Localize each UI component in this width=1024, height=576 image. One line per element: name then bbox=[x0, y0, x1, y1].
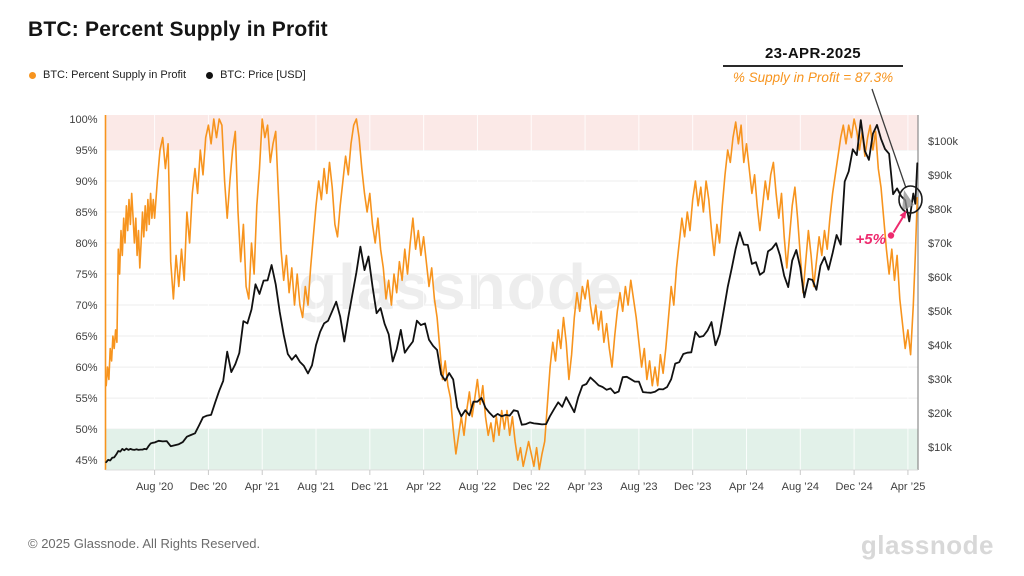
y-left-tick-label: 65% bbox=[75, 331, 97, 343]
change-arrow-shaft bbox=[892, 216, 904, 234]
y-left-tick-label: 85% bbox=[75, 207, 97, 219]
annotation-date: 23-APR-2025 bbox=[723, 45, 903, 67]
orange-dot-icon bbox=[29, 71, 36, 79]
copyright-text: © 2025 Glassnode. All Rights Reserved. bbox=[28, 536, 261, 551]
endpoint-circle-icon bbox=[898, 185, 923, 214]
x-tick-label: Aug ’24 bbox=[782, 481, 819, 493]
y-left-tick-label: 70% bbox=[75, 300, 97, 312]
change-dot-icon bbox=[887, 232, 895, 239]
x-tick-label: Aug ’20 bbox=[136, 481, 173, 493]
y-left-tick-label: 55% bbox=[75, 393, 97, 405]
x-tick-label: Apr ’22 bbox=[406, 481, 441, 493]
y-right-tick-label: $90k bbox=[928, 170, 952, 182]
y-right-tick-label: $60k bbox=[928, 272, 952, 284]
y-left-tick-label: 100% bbox=[69, 114, 97, 126]
change-arrow-head-icon bbox=[899, 210, 907, 219]
x-tick-label: Dec ’21 bbox=[351, 481, 388, 493]
y-left-tick-label: 90% bbox=[75, 176, 97, 188]
annotation-callout: 23-APR-2025 % Supply in Profit = 87.3% bbox=[723, 45, 903, 85]
y-right-tick-label: $50k bbox=[928, 306, 952, 318]
y-left-tick-label: 45% bbox=[75, 455, 97, 467]
brand-logo: glassnode bbox=[860, 530, 994, 560]
legend-item-supply[interactable]: BTC: Percent Supply in Profit bbox=[29, 69, 186, 81]
y-right-tick-label: $80k bbox=[928, 204, 952, 216]
y-left-tick-label: 60% bbox=[75, 362, 97, 374]
x-tick-label: Apr ’25 bbox=[890, 481, 925, 493]
x-tick-label: Dec ’24 bbox=[835, 481, 872, 493]
legend-label-supply: BTC: Percent Supply in Profit bbox=[43, 69, 187, 81]
page-title: BTC: Percent Supply in Profit bbox=[28, 18, 328, 41]
x-tick-label: Apr ’21 bbox=[245, 481, 280, 493]
x-tick-label: Apr ’23 bbox=[568, 481, 603, 493]
x-tick-label: Aug ’22 bbox=[459, 481, 496, 493]
annotation-subtitle: % Supply in Profit = 87.3% bbox=[732, 70, 894, 85]
y-left-tick-label: 80% bbox=[75, 238, 97, 250]
change-label: +5% bbox=[856, 231, 886, 248]
annotation-graphics: +5% bbox=[856, 88, 923, 248]
band-low-profit-zone bbox=[105, 429, 918, 470]
band-high-profit-zone bbox=[105, 115, 918, 151]
black-dot-icon bbox=[206, 71, 214, 79]
y-right-tick-label: $40k bbox=[928, 340, 952, 352]
y-right-tick-label: $20k bbox=[928, 408, 952, 420]
y-right-tick-label: $70k bbox=[928, 238, 952, 250]
series-price-line bbox=[105, 119, 919, 464]
legend: BTC: Percent Supply in Profit BTC: Price… bbox=[29, 69, 306, 81]
legend-item-price[interactable]: BTC: Price [USD] bbox=[206, 69, 306, 81]
y-left-tick-label: 95% bbox=[75, 145, 97, 157]
annotation-pointer-line bbox=[871, 88, 907, 189]
series-supply-line bbox=[105, 118, 919, 471]
x-tick-label: Dec ’23 bbox=[674, 481, 711, 493]
y-right-tick-label: $100k bbox=[928, 136, 958, 148]
x-tick-label: Dec ’22 bbox=[513, 481, 550, 493]
x-tick-label: Aug ’23 bbox=[620, 481, 657, 493]
x-tick-label: Apr ’24 bbox=[729, 481, 764, 493]
y-right-tick-label: $30k bbox=[928, 374, 952, 386]
x-tick-label: Dec ’20 bbox=[190, 481, 227, 493]
legend-label-price: BTC: Price [USD] bbox=[220, 69, 306, 81]
watermark: glassnode bbox=[298, 251, 624, 323]
endpoint-gray-marker bbox=[902, 190, 914, 211]
y-left-tick-label: 75% bbox=[75, 269, 97, 281]
y-right-tick-label: $10k bbox=[928, 442, 952, 454]
x-tick-label: Aug ’21 bbox=[297, 481, 334, 493]
y-left-tick-label: 50% bbox=[75, 424, 97, 436]
